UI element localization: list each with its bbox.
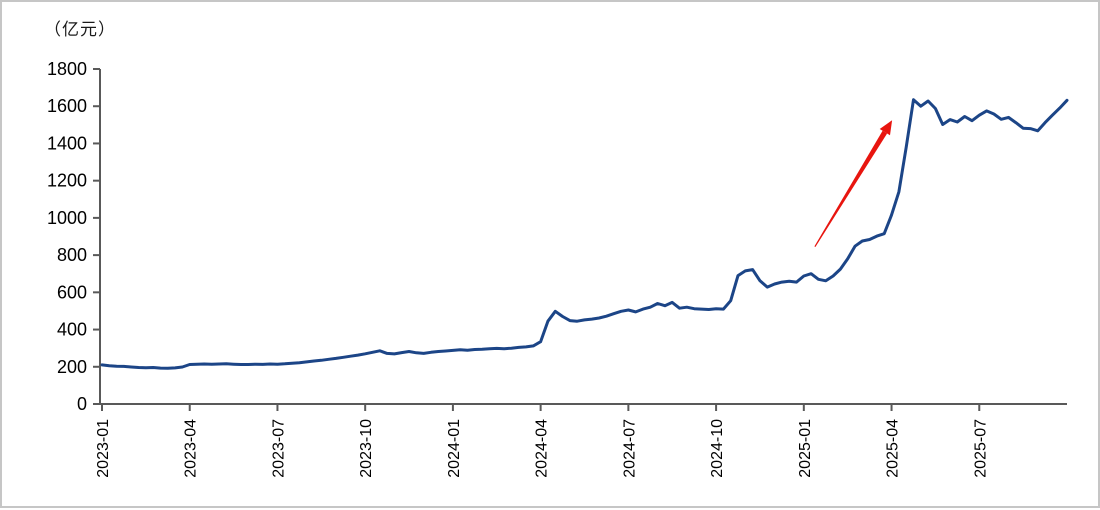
y-axis-tick-label: 200 xyxy=(57,357,87,377)
trend-arrow-shaft xyxy=(814,130,888,247)
y-axis-tick-label: 1400 xyxy=(47,133,87,153)
y-axis-tick-label: 1000 xyxy=(47,208,87,228)
x-axis-tick-label: 2024-10 xyxy=(709,419,726,478)
y-axis-tick-label: 1800 xyxy=(47,59,87,79)
x-axis-tick-label: 2023-07 xyxy=(270,419,287,478)
x-axis-tick-label: 2023-10 xyxy=(358,419,375,478)
x-axis-tick-label: 2023-01 xyxy=(95,419,112,478)
y-axis-tick-label: 1200 xyxy=(47,171,87,191)
x-axis-tick-label: 2025-01 xyxy=(797,419,814,478)
y-axis-tick-label: 1600 xyxy=(47,96,87,116)
x-axis-tick-label: 2025-07 xyxy=(972,419,989,478)
x-axis-tick-label: 2023-04 xyxy=(183,419,200,478)
y-axis-unit-label: （亿元） xyxy=(44,20,116,39)
x-axis-tick-label: 2025-04 xyxy=(885,419,902,478)
data-line-series xyxy=(100,98,1069,370)
x-axis-tick-label: 2024-07 xyxy=(621,419,638,478)
trend-arrow-head-icon xyxy=(879,120,893,136)
x-axis-tick-label: 2024-01 xyxy=(446,419,463,478)
y-axis-tick-label: 600 xyxy=(57,282,87,302)
y-axis-tick-label: 400 xyxy=(57,320,87,340)
y-axis-tick-label: 800 xyxy=(57,245,87,265)
x-axis-tick-label: 2024-04 xyxy=(534,419,551,478)
y-axis-tick-label: 0 xyxy=(77,394,87,414)
